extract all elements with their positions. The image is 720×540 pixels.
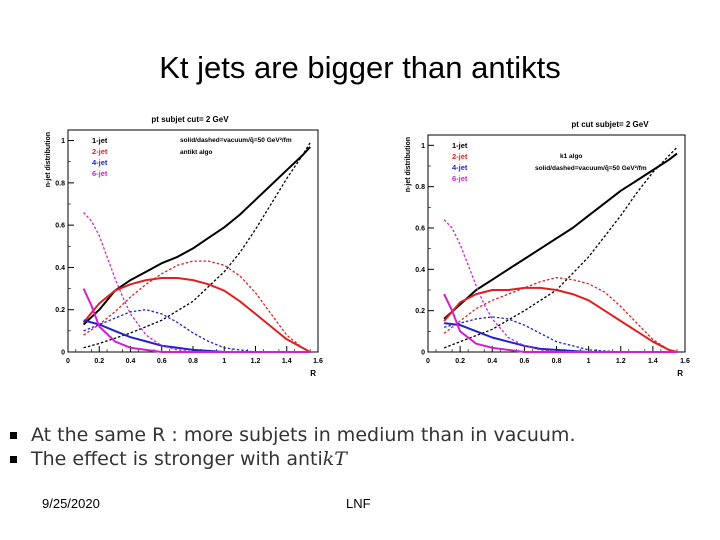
kt-x-tick-label: 1.2 (616, 358, 626, 365)
bullet-item: The effect is stronger with anti kT (10, 447, 710, 471)
kt-annotation: solid/dashed=vacuum/q̂=50 GeV²/fm (535, 164, 647, 172)
antikt-series-1-jet-solid (82, 146, 311, 326)
kt-x-tick-label: 0.6 (520, 358, 530, 365)
antikt-series-2-jet-solid (82, 277, 311, 353)
kt-series-4-jet-solid (443, 322, 677, 353)
antikt-y-tick-label: 0.2 (55, 307, 65, 314)
antikt-x-tick-label: 0.2 (94, 358, 104, 365)
kt-series-1-jet-dashed (443, 146, 678, 349)
antikt-x-tick-label: 0 (66, 358, 70, 365)
kt-x-tick-label: 1.6 (680, 358, 690, 365)
kt-series-4-jet-dashed (443, 316, 677, 353)
kt-x-tick-label: 0.2 (455, 358, 465, 365)
antikt-y-tick-label: 1 (61, 138, 65, 145)
bullet-text: The effect is stronger with anti (31, 448, 323, 470)
kt-legend-entry: 6-jet (452, 174, 468, 183)
kt-chart-title: pt cut subjet= 2 GeV (571, 120, 649, 129)
kt-series-6-jet-dashed (443, 219, 677, 353)
kt-x-tick-label: 0.4 (487, 358, 497, 365)
bullet-item: At the same R : more subjets in medium t… (10, 423, 710, 447)
antikt-annotation: antikt algo (180, 149, 213, 156)
kt-y-tick-label: 0.6 (415, 226, 425, 233)
antikt-x-tick-label: 0.8 (188, 358, 198, 365)
kt-series-6-jet-solid (443, 293, 677, 353)
kt-x-axis-label: R (677, 369, 683, 378)
antikt-x-axis-label: R (310, 369, 316, 378)
kt-y-axis-label: n-jet distribution (405, 137, 412, 192)
antikt-legend-entry: 1-jet (92, 136, 108, 145)
antikt-x-tick-label: 0.4 (126, 358, 136, 365)
footer-date: 9/25/2020 (42, 496, 100, 511)
kt-y-tick-label: 1 (421, 143, 425, 150)
kt-legend-entry: 2-jet (452, 152, 468, 161)
antikt-y-tick-label: 0.4 (55, 265, 65, 272)
kt-legend-entry: 1-jet (452, 141, 468, 150)
kt-series-1-jet-solid (443, 152, 678, 320)
antikt-x-tick-label: 1.2 (251, 358, 261, 365)
antikt-annotation: solid/dashed=vacuum/q̂=50 GeV²/fm (180, 136, 292, 144)
slide-title: Kt jets are bigger than antikts (159, 50, 561, 85)
chart-kt-svg: 0 0.2 0.4 0.6 0.8 1 1.2 1.4 1.6 0 0.2 0.4 0.6 0.8 1 Rn-… (405, 120, 690, 378)
kt-x-tick-label: 1 (587, 358, 591, 365)
antikt-y-tick-label: 0.8 (55, 180, 65, 187)
kt-y-tick-label: 0 (421, 350, 425, 357)
antikt-legend-entry: 2-jet (92, 147, 108, 156)
antikt-legend-entry: 4-jet (92, 158, 108, 167)
antikt-series-4-jet-solid (83, 319, 311, 353)
kt-x-tick-label: 1.4 (648, 358, 658, 365)
footer-org: LNF (346, 496, 371, 511)
antikt-legend-entry: 6-jet (92, 169, 108, 178)
bullet-square-icon (10, 455, 17, 463)
bullet-list: At the same R : more subjets in medium t… (10, 423, 710, 471)
kt-series-2-jet-solid (443, 286, 678, 353)
bullet-square-icon (10, 431, 17, 439)
kt-x-tick-label: 0 (426, 358, 430, 365)
bullet-kt-symbol: kT (322, 448, 347, 470)
antikt-chart-title: pt subjet cut= 2 GeV (151, 115, 229, 124)
antikt-x-tick-label: 1.4 (282, 358, 292, 365)
antikt-x-tick-label: 0.6 (157, 358, 167, 365)
chart-antikt-svg: 0 0.2 0.4 0.6 0.8 1 1.2 1.4 1.6 0 0.2 0.4 0.6 0.8 1 Rn-… (45, 115, 323, 378)
antikt-x-tick-label: 1 (222, 358, 226, 365)
kt-y-tick-label: 0.2 (415, 308, 425, 315)
antikt-series-2-jet-dashed (83, 260, 311, 353)
antikt-series-6-jet-solid (82, 288, 311, 353)
antikt-y-axis-label: n-jet distribution (45, 132, 52, 187)
kt-y-tick-label: 0.8 (415, 184, 425, 191)
antikt-y-tick-label: 0.6 (55, 223, 65, 230)
antikt-x-tick-label: 1.6 (313, 358, 323, 365)
kt-y-tick-label: 0.4 (415, 267, 425, 274)
antikt-y-tick-label: 0 (61, 350, 65, 357)
kt-x-tick-label: 0.8 (552, 358, 562, 365)
kt-legend-entry: 4-jet (452, 163, 468, 172)
bullet-text: At the same R : more subjets in medium t… (31, 424, 576, 446)
antikt-series-1-jet-dashed (83, 142, 311, 349)
kt-annotation: k1 algo (560, 153, 582, 160)
